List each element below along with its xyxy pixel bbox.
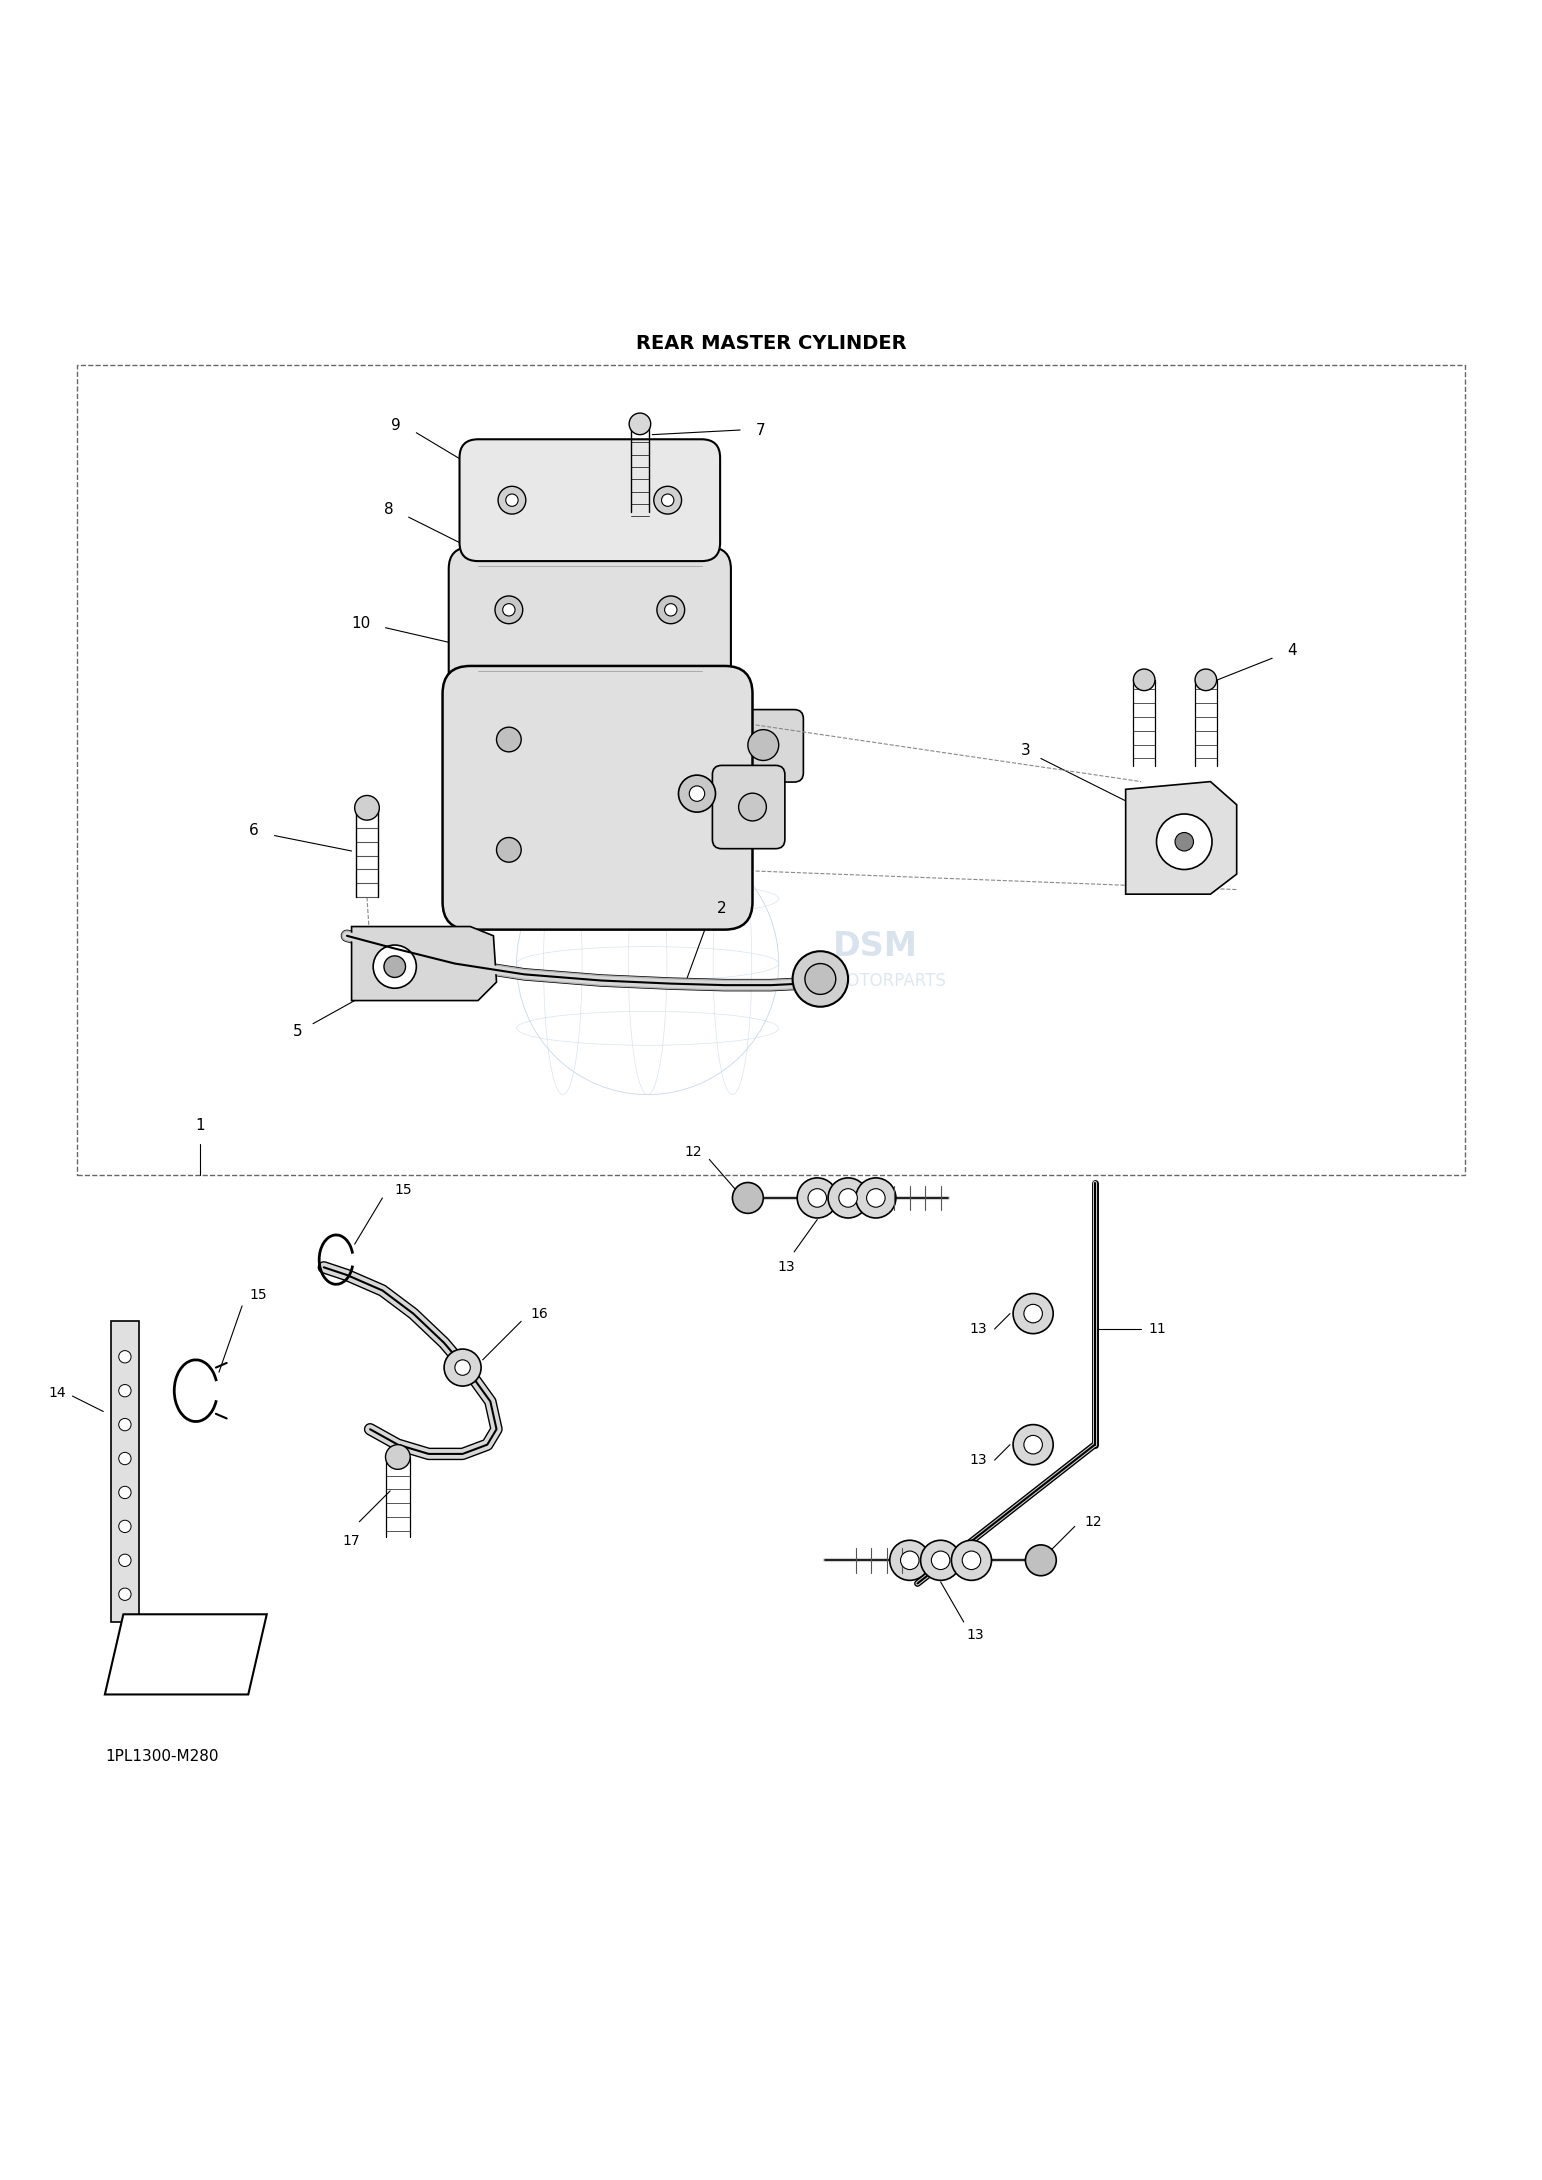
Text: 13: 13: [967, 1628, 984, 1642]
FancyBboxPatch shape: [111, 1321, 139, 1622]
Circle shape: [498, 486, 526, 514]
Circle shape: [689, 787, 705, 802]
Circle shape: [856, 1177, 896, 1219]
Circle shape: [748, 730, 779, 761]
Circle shape: [657, 595, 685, 623]
Circle shape: [1175, 833, 1194, 850]
Circle shape: [1024, 1304, 1042, 1323]
Circle shape: [119, 1419, 131, 1430]
Text: 16: 16: [530, 1306, 549, 1321]
Text: 10: 10: [352, 615, 370, 630]
Circle shape: [373, 946, 416, 988]
Circle shape: [931, 1550, 950, 1570]
Circle shape: [119, 1519, 131, 1533]
Text: 2: 2: [717, 900, 726, 916]
Circle shape: [665, 604, 677, 617]
Circle shape: [662, 495, 674, 506]
Circle shape: [497, 728, 521, 752]
Circle shape: [839, 1188, 857, 1208]
Circle shape: [1013, 1293, 1053, 1334]
Text: 13: 13: [777, 1260, 796, 1273]
Circle shape: [654, 486, 682, 514]
Circle shape: [962, 1550, 981, 1570]
Circle shape: [1156, 813, 1212, 870]
Circle shape: [355, 796, 379, 820]
Circle shape: [119, 1384, 131, 1397]
Text: 5: 5: [293, 1025, 302, 1040]
Text: 17: 17: [342, 1535, 361, 1548]
Circle shape: [119, 1487, 131, 1498]
Circle shape: [455, 1360, 470, 1376]
FancyBboxPatch shape: [460, 440, 720, 560]
Circle shape: [678, 776, 715, 813]
Text: 15: 15: [250, 1288, 267, 1301]
Text: 7: 7: [756, 423, 765, 438]
Text: 1PL1300-M280: 1PL1300-M280: [105, 1748, 219, 1764]
Circle shape: [384, 955, 406, 977]
Text: 15: 15: [395, 1184, 412, 1197]
Text: DSM: DSM: [833, 931, 917, 964]
Text: 12: 12: [1084, 1515, 1101, 1528]
Circle shape: [119, 1452, 131, 1465]
FancyBboxPatch shape: [464, 538, 715, 571]
Text: MOTORPARTS: MOTORPARTS: [833, 972, 947, 990]
Circle shape: [867, 1188, 885, 1208]
Circle shape: [506, 495, 518, 506]
Circle shape: [119, 1352, 131, 1362]
Circle shape: [951, 1541, 992, 1580]
Circle shape: [797, 1177, 837, 1219]
Circle shape: [793, 950, 848, 1007]
Circle shape: [732, 1182, 763, 1214]
Text: 11: 11: [1149, 1321, 1167, 1336]
Circle shape: [119, 1554, 131, 1567]
Circle shape: [901, 1550, 919, 1570]
Polygon shape: [105, 1613, 267, 1694]
FancyBboxPatch shape: [443, 665, 752, 929]
Circle shape: [444, 1349, 481, 1386]
Text: REAR MASTER CYLINDER: REAR MASTER CYLINDER: [635, 334, 907, 353]
Text: 13: 13: [970, 1321, 987, 1336]
Circle shape: [1024, 1434, 1042, 1454]
Circle shape: [828, 1177, 868, 1219]
Circle shape: [808, 1188, 827, 1208]
Text: 8: 8: [384, 501, 393, 517]
Circle shape: [739, 794, 766, 822]
Text: 6: 6: [250, 824, 259, 839]
Circle shape: [119, 1587, 131, 1600]
Text: 4: 4: [1288, 643, 1297, 658]
Text: 9: 9: [392, 419, 401, 432]
Circle shape: [890, 1541, 930, 1580]
FancyBboxPatch shape: [712, 765, 785, 848]
Circle shape: [629, 412, 651, 434]
Text: 12: 12: [685, 1144, 702, 1160]
Circle shape: [1013, 1424, 1053, 1465]
Text: FWD: FWD: [160, 1646, 211, 1663]
FancyBboxPatch shape: [449, 547, 731, 708]
Circle shape: [1195, 669, 1217, 691]
Circle shape: [805, 964, 836, 994]
Circle shape: [495, 595, 523, 623]
Circle shape: [1025, 1546, 1056, 1576]
Circle shape: [386, 1445, 410, 1469]
FancyBboxPatch shape: [708, 708, 803, 783]
Text: 1: 1: [196, 1118, 205, 1134]
Circle shape: [497, 837, 521, 861]
Circle shape: [1133, 669, 1155, 691]
Text: 13: 13: [970, 1454, 987, 1467]
Polygon shape: [352, 926, 497, 1001]
Text: 14: 14: [49, 1386, 66, 1400]
Text: 3: 3: [1021, 743, 1030, 759]
Polygon shape: [1126, 783, 1237, 894]
Circle shape: [921, 1541, 961, 1580]
Circle shape: [503, 604, 515, 617]
